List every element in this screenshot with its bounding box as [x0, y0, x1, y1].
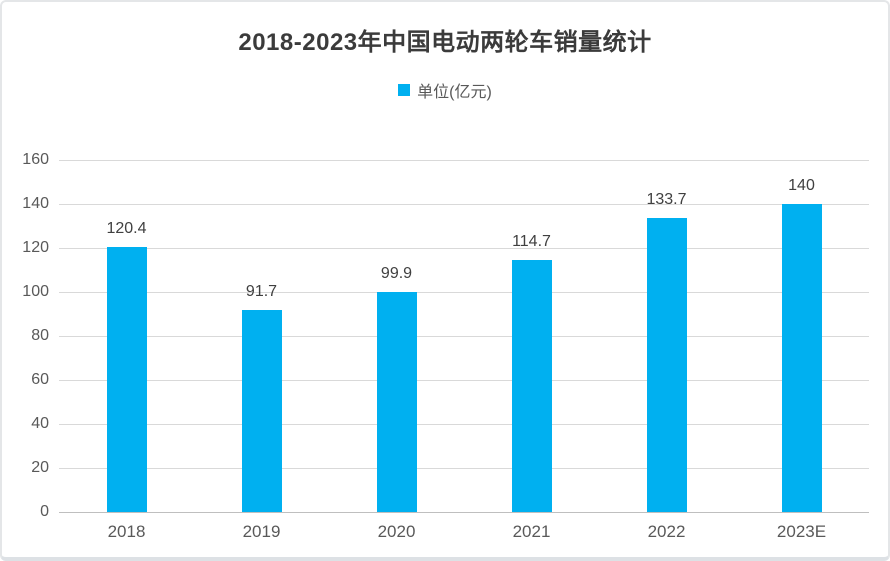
bar-value-label: 99.9: [380, 265, 413, 283]
y-axis-tick-label: 20: [31, 459, 49, 476]
x-axis-category-label: 2021: [512, 522, 551, 541]
gridline: [59, 203, 869, 205]
gridline: [59, 247, 869, 249]
y-axis-tick-label: 0: [40, 503, 49, 520]
gridline: [59, 335, 869, 337]
bar-value-label: 133.7: [646, 190, 687, 208]
x-axis-category-label: 2020: [377, 522, 416, 541]
x-axis-line: [59, 511, 869, 513]
bar: [646, 217, 687, 512]
gridline: [59, 291, 869, 293]
legend-label: 单位(亿元): [417, 84, 492, 101]
x-axis-category-label: 2023E: [776, 522, 827, 541]
x-axis-category-label: 2018: [107, 522, 146, 541]
gridline: [59, 423, 869, 425]
bar: [376, 292, 417, 512]
chart-title: 2018-2023年中国电动两轮车销量统计: [238, 29, 652, 56]
y-axis-tick-label: 100: [22, 283, 49, 300]
y-axis-tick-label: 40: [31, 415, 49, 432]
bar: [106, 247, 147, 512]
x-axis-category-label: 2019: [242, 522, 281, 541]
legend-swatch-icon: [398, 84, 411, 96]
y-axis-tick-label: 60: [31, 371, 49, 388]
chart-legend: 单位(亿元): [2, 78, 888, 102]
y-axis-tick-label: 80: [31, 327, 49, 344]
gridline: [59, 159, 869, 161]
y-axis-tick-label: 140: [22, 195, 49, 212]
y-axis-tick-label: 160: [22, 151, 49, 168]
gridline: [59, 379, 869, 381]
x-axis-category-label: 2022: [647, 522, 686, 541]
bar-value-label: 114.7: [512, 232, 551, 250]
bar-value-label: 91.7: [245, 283, 278, 301]
bar-value-label: 140: [788, 177, 815, 194]
plot-area: 120.4 91.7 99.9 114.7 133.7 140: [59, 159, 869, 513]
bar: [241, 310, 282, 512]
y-axis-tick-label: 120: [22, 239, 49, 256]
bar: [781, 204, 822, 512]
bar: [511, 259, 552, 512]
bar-value-label: 120.4: [106, 220, 147, 238]
gridline: [59, 467, 869, 469]
